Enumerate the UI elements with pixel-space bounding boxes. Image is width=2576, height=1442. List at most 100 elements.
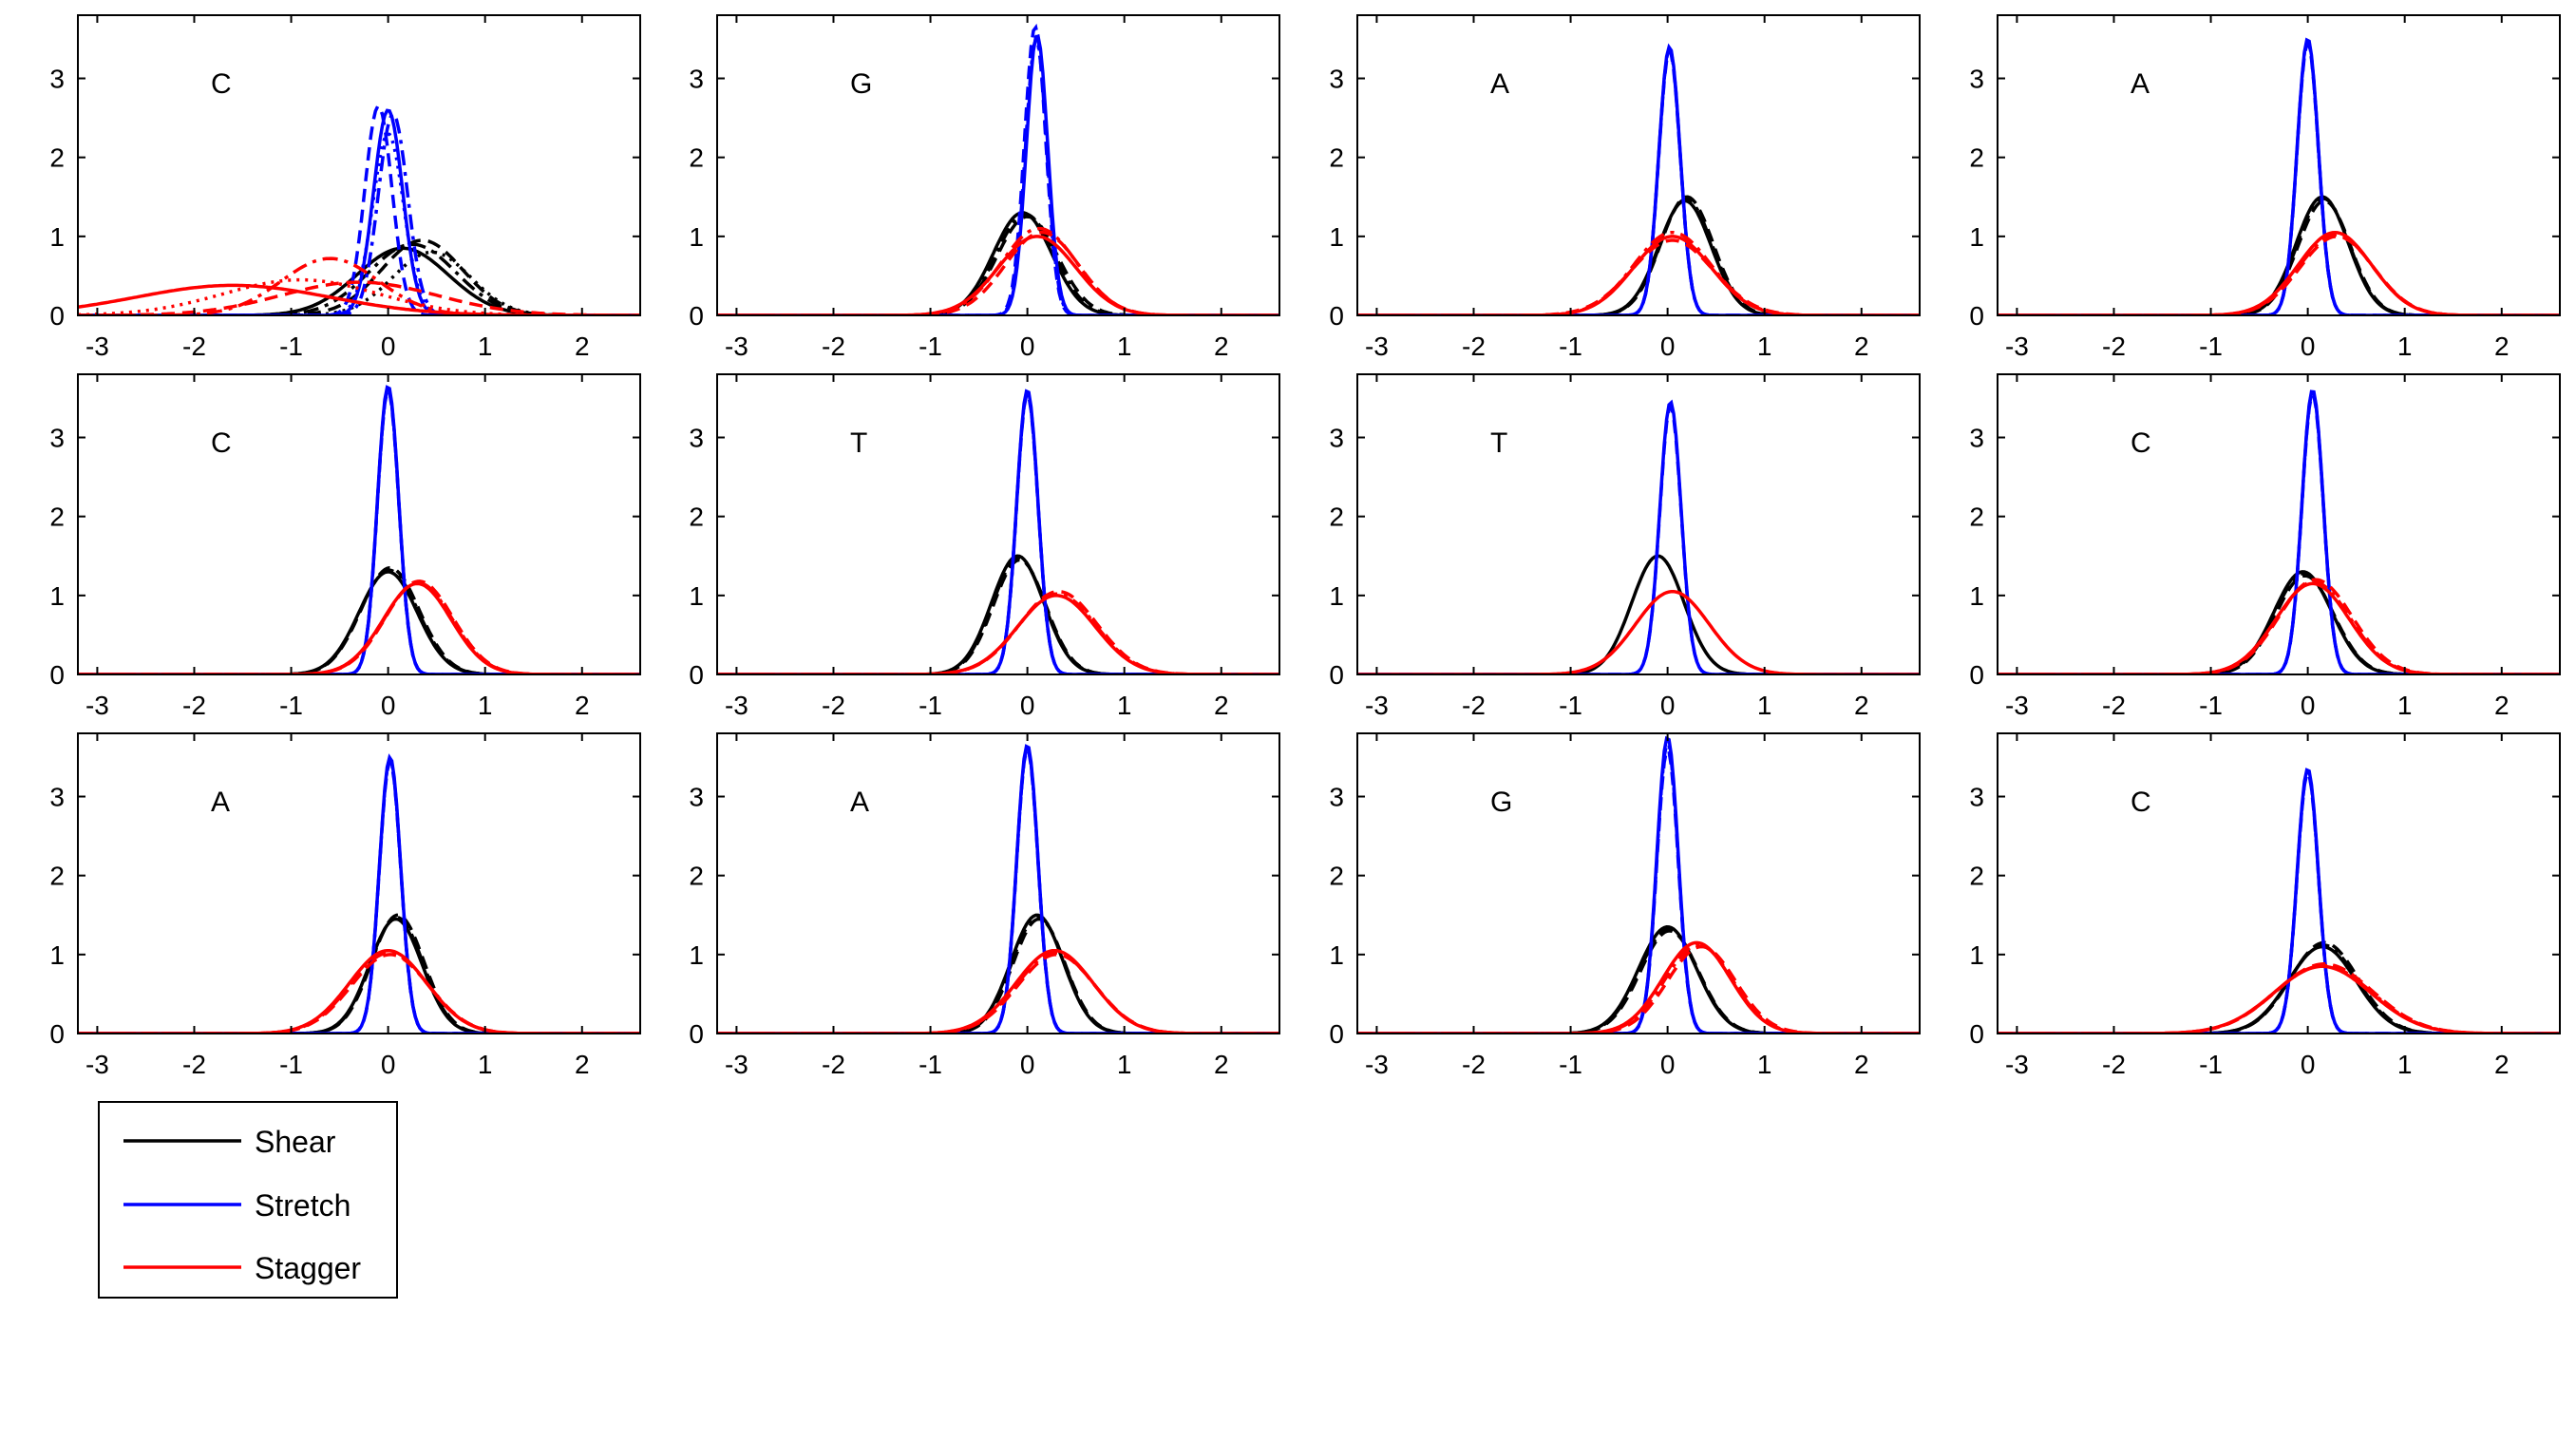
x-tick-label: -2 xyxy=(2102,1050,2126,1079)
panel-label: G xyxy=(1490,787,1512,818)
y-tick-label: 2 xyxy=(689,862,704,891)
curve-stretch-dashed xyxy=(78,104,640,315)
legend-label-shear: Shear xyxy=(255,1125,336,1159)
curve-stagger-dashdot xyxy=(1998,579,2560,674)
x-tick-label: 0 xyxy=(1020,1050,1035,1079)
y-tick-label: 1 xyxy=(689,222,704,252)
x-tick-label: -2 xyxy=(822,332,845,361)
x-tick-label: -3 xyxy=(85,332,109,361)
y-tick-label: 0 xyxy=(1329,1019,1344,1049)
curve-stretch-dashdot xyxy=(1998,39,2560,315)
panel-2: -3 -2 -1 0 1 2 0 1 2 3 G xyxy=(689,14,1280,361)
y-tick-label: 3 xyxy=(1329,65,1344,94)
panel-label: C xyxy=(211,427,232,459)
curve-stretch-dashdot xyxy=(1357,741,1920,1034)
y-tick-label: 0 xyxy=(49,660,65,690)
y-tick-label: 3 xyxy=(49,65,65,94)
x-tick-label: -1 xyxy=(1559,691,1582,720)
curve-shear-dashdot xyxy=(78,916,640,1034)
curve-stretch-dashdot xyxy=(1998,769,2560,1034)
x-tick-label: -3 xyxy=(725,1050,748,1079)
panel-12: -3 -2 -1 0 1 2 0 1 2 3 C xyxy=(1969,732,2561,1079)
axes-box xyxy=(1356,732,1921,1034)
x-tick-label: 1 xyxy=(478,332,493,361)
x-tick-label: -3 xyxy=(725,691,748,720)
x-tick-label: -3 xyxy=(85,1050,109,1079)
curve-shear-dashdot xyxy=(1998,943,2560,1034)
y-tick-label: 1 xyxy=(1969,222,1984,252)
x-tick-label: 2 xyxy=(575,1050,590,1079)
curve-stagger-dashdot xyxy=(717,226,1279,315)
y-tick-label: 3 xyxy=(1969,424,1984,453)
curve-shear-solid xyxy=(717,211,1279,315)
curve-stretch-dashdot xyxy=(78,387,640,674)
y-tick-label: 2 xyxy=(689,503,704,532)
x-tick-label: -2 xyxy=(2102,691,2126,720)
y-tick-label: 1 xyxy=(1969,581,1984,611)
axes-box xyxy=(1997,732,2561,1034)
x-tick-label: -1 xyxy=(1559,1050,1582,1079)
axes-box xyxy=(716,373,1280,675)
y-tick-label: 1 xyxy=(1969,940,1984,970)
panel-label: A xyxy=(211,787,230,818)
panel-grid: -3 -2 -1 0 1 2 0 1 2 3 C -3 -2 -1 0 1 2 0 1 2 3 G -3 -2 -1 0 1 2 0 1 2… xyxy=(49,14,2561,1079)
x-tick-label: 0 xyxy=(1020,332,1035,361)
x-tick-label: 0 xyxy=(1660,691,1676,720)
panel-11: -3 -2 -1 0 1 2 0 1 2 3 G xyxy=(1329,732,1921,1079)
x-tick-label: 0 xyxy=(1660,1050,1676,1079)
axes-box xyxy=(77,732,641,1034)
y-tick-label: 3 xyxy=(1329,783,1344,812)
y-tick-label: 2 xyxy=(49,143,65,173)
y-tick-label: 1 xyxy=(1329,222,1344,252)
curve-stretch-dashdot xyxy=(1998,391,2560,674)
curve-stagger-dashdot xyxy=(78,951,640,1034)
x-tick-label: -1 xyxy=(279,691,303,720)
y-tick-label: 0 xyxy=(1969,1019,1984,1049)
axes-box xyxy=(77,373,641,675)
y-tick-label: 1 xyxy=(49,940,65,970)
x-tick-label: 1 xyxy=(478,691,493,720)
panel-6: -3 -2 -1 0 1 2 0 1 2 3 T xyxy=(689,373,1280,720)
curve-shear-dashdot xyxy=(717,557,1279,674)
x-tick-label: -2 xyxy=(1462,691,1486,720)
x-tick-label: -3 xyxy=(725,332,748,361)
panel-10: -3 -2 -1 0 1 2 0 1 2 3 A xyxy=(689,732,1280,1079)
curve-stagger-solid xyxy=(1998,581,2560,674)
x-tick-label: -2 xyxy=(822,1050,845,1079)
x-tick-label: -1 xyxy=(2199,332,2223,361)
panel-4: -3 -2 -1 0 1 2 0 1 2 3 A xyxy=(1969,14,2561,361)
x-tick-label: -2 xyxy=(822,691,845,720)
curve-stagger-dashdot xyxy=(78,256,640,315)
axes-box xyxy=(1356,373,1921,675)
curves xyxy=(1357,399,1920,674)
x-tick-label: 2 xyxy=(1214,1050,1229,1079)
x-tick-label: -3 xyxy=(2005,1050,2029,1079)
y-tick-label: 1 xyxy=(1329,940,1344,970)
axes-box xyxy=(1997,373,2561,675)
curve-stagger-solid xyxy=(78,948,640,1034)
y-tick-label: 2 xyxy=(1969,503,1984,532)
x-tick-label: -2 xyxy=(182,332,206,361)
curve-stretch-dashdot xyxy=(717,390,1279,674)
panel-label: A xyxy=(2131,68,2150,100)
curves xyxy=(1357,43,1920,315)
y-tick-label: 0 xyxy=(1969,660,1984,690)
y-tick-label: 2 xyxy=(689,143,704,173)
panel-label: A xyxy=(850,787,869,818)
x-tick-label: -1 xyxy=(2199,691,2223,720)
y-tick-label: 3 xyxy=(49,783,65,812)
y-tick-label: 0 xyxy=(49,301,65,331)
curve-shear-dashdot xyxy=(717,212,1279,315)
panel-label: G xyxy=(850,68,872,100)
y-tick-label: 1 xyxy=(49,581,65,611)
x-tick-label: -1 xyxy=(279,1050,303,1079)
x-tick-label: -2 xyxy=(1462,332,1486,361)
curves xyxy=(78,753,640,1034)
curves xyxy=(78,104,640,315)
y-tick-label: 2 xyxy=(49,862,65,891)
y-tick-label: 0 xyxy=(689,1019,704,1049)
curve-stagger-dashed xyxy=(717,230,1279,315)
x-tick-label: -1 xyxy=(1559,332,1582,361)
legend-box xyxy=(98,1101,398,1299)
curve-stretch-dotted xyxy=(78,132,640,315)
